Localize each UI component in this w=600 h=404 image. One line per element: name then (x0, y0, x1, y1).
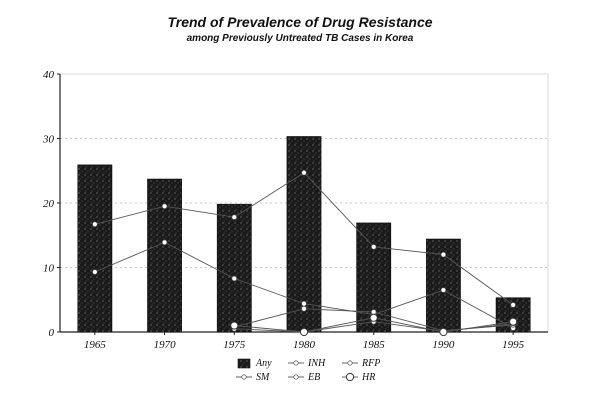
point-rfp-1970 (161, 239, 168, 246)
point-hr-1980 (299, 327, 309, 337)
legend-item-rfp: RFP (342, 358, 380, 369)
bar-any-1985 (356, 222, 392, 333)
chart-subtitle: among Previously Untreated TB Cases in K… (186, 33, 414, 44)
x-tick-label-1980: 1980 (293, 339, 316, 351)
x-tick-label-1970: 1970 (154, 339, 177, 351)
y-tick-label-40: 40 (43, 69, 55, 81)
tick-labels: 0 10 20 30 40 1965 1970 1975 1980 1985 1990 1995 (42, 69, 525, 351)
point-inh-1990 (440, 251, 447, 258)
chart-title: Trend of Prevalence of Drug Resistance (167, 14, 433, 30)
y-tick-label-20: 20 (43, 198, 55, 210)
point-hr-1990 (439, 327, 448, 337)
bar-any-1965 (77, 164, 113, 333)
point-rfp-1965 (92, 269, 98, 275)
legend-marker-sm (241, 374, 247, 380)
x-tick-label-1965: 1965 (84, 339, 107, 351)
x-tick-label-1990: 1990 (432, 339, 455, 351)
legend-item-eb: EB (288, 372, 320, 383)
legend-label-sm: SM (256, 372, 270, 383)
point-inh-1970 (161, 203, 168, 209)
legend-item-hr: HR (342, 372, 375, 383)
point-rfp-1980 (301, 300, 307, 307)
chart-legend: Any INH RFP SM EB HR (236, 358, 380, 383)
legend-item-any: Any (237, 358, 272, 369)
line-series (92, 169, 518, 337)
point-sm-1980 (301, 306, 307, 312)
legend-marker-eb (293, 374, 299, 380)
y-tick-label-0: 0 (49, 327, 55, 339)
legend-label-rfp: RFP (361, 358, 380, 369)
y-tick-label-30: 30 (42, 134, 55, 146)
y-tick-label-10: 10 (43, 263, 55, 275)
point-inh-1985 (371, 244, 377, 250)
bar-any-1970 (147, 178, 182, 333)
legend-label-hr: HR (361, 372, 375, 383)
legend-label-inh: INH (307, 358, 326, 369)
legend-item-inh: INH (288, 358, 326, 369)
x-tick-label-1975: 1975 (223, 339, 246, 351)
point-inh-1980 (301, 169, 307, 176)
bar-series-any (77, 136, 531, 333)
legend-marker-hr (345, 372, 355, 382)
point-inh-1995 (510, 302, 516, 308)
point-inh-1975 (231, 214, 237, 220)
legend-item-sm: SM (236, 372, 270, 383)
point-hr-1975 (230, 321, 239, 330)
point-hr-1985 (369, 313, 378, 322)
x-tick-label-1995: 1995 (502, 339, 525, 351)
legend-label-eb: EB (307, 372, 320, 383)
bar-any-1975 (216, 203, 252, 333)
point-inh-1965 (92, 221, 98, 227)
point-rfp-1990 (440, 287, 447, 293)
point-rfp-1975 (231, 275, 237, 282)
legend-marker-rfp (347, 360, 353, 366)
x-tick-label-1985: 1985 (363, 339, 386, 351)
point-hr-1995 (509, 317, 518, 326)
grid-lines (60, 138, 548, 268)
legend-marker-inh (293, 360, 299, 366)
legend-swatch-any (237, 358, 251, 369)
legend-label-any: Any (255, 358, 272, 369)
point-sm-1985 (371, 309, 377, 315)
